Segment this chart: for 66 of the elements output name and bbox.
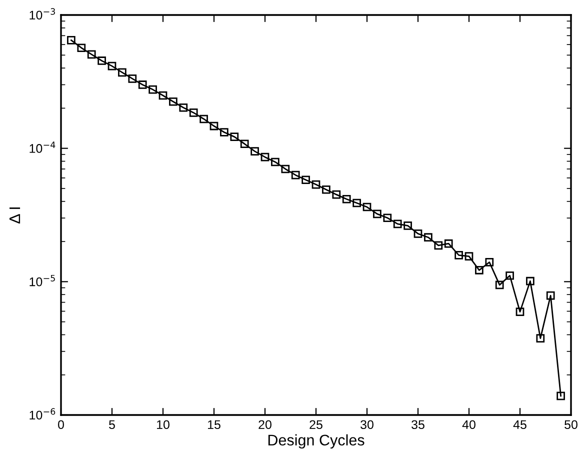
point bbox=[98, 56, 106, 65]
point bbox=[260, 152, 270, 162]
point bbox=[148, 85, 157, 94]
point bbox=[454, 251, 463, 260]
point bbox=[536, 334, 545, 342]
point bbox=[210, 122, 218, 130]
x-tick-label: 25 bbox=[310, 420, 322, 430]
point bbox=[138, 80, 147, 89]
point bbox=[77, 44, 86, 52]
point bbox=[495, 280, 504, 290]
point bbox=[352, 198, 361, 208]
point bbox=[322, 185, 330, 194]
point bbox=[464, 252, 474, 260]
point bbox=[220, 128, 228, 136]
point bbox=[240, 140, 249, 148]
point bbox=[444, 239, 453, 248]
point bbox=[516, 308, 524, 316]
point bbox=[281, 164, 290, 174]
point bbox=[393, 220, 402, 228]
x-tick-label: 5 bbox=[109, 420, 115, 430]
point bbox=[179, 103, 188, 112]
y-tick-label: 10$^{−6}$ bbox=[30, 408, 56, 420]
point bbox=[404, 222, 412, 230]
x-tick-label: 15 bbox=[208, 420, 220, 430]
point bbox=[128, 74, 137, 83]
point bbox=[87, 50, 96, 59]
y-tick-label: 10$^{−4}$ bbox=[30, 142, 56, 153]
point bbox=[118, 68, 126, 77]
point bbox=[250, 147, 259, 156]
point bbox=[414, 230, 422, 238]
point bbox=[312, 180, 320, 189]
point bbox=[158, 91, 168, 100]
x-tick-label: 20 bbox=[258, 420, 272, 430]
point bbox=[506, 271, 514, 280]
point bbox=[383, 214, 392, 222]
y-tick-label: 10$^{−5}$ bbox=[30, 274, 55, 286]
point bbox=[373, 210, 382, 218]
point bbox=[332, 190, 341, 199]
point bbox=[169, 97, 178, 106]
point bbox=[108, 62, 116, 70]
point bbox=[67, 36, 76, 44]
point bbox=[485, 258, 494, 266]
point bbox=[271, 158, 280, 166]
point bbox=[546, 291, 555, 300]
point bbox=[526, 276, 534, 286]
x-tick-label: 0 bbox=[58, 420, 64, 430]
point bbox=[424, 233, 432, 242]
y-axis-title: Δ I bbox=[10, 207, 20, 224]
x-axis-title: Design Cycles bbox=[268, 434, 364, 449]
x-tick-label: 50 bbox=[564, 420, 578, 430]
point bbox=[362, 202, 372, 212]
y-tick-label: 10$^{−3}$ bbox=[30, 8, 55, 20]
point bbox=[200, 114, 208, 124]
x-tick-label: 40 bbox=[462, 420, 476, 430]
point bbox=[189, 108, 198, 117]
point bbox=[434, 241, 443, 250]
x-tick-label: 45 bbox=[513, 420, 526, 430]
point bbox=[302, 176, 310, 184]
x-tick-label: 35 bbox=[412, 420, 424, 430]
point bbox=[556, 392, 565, 400]
x-tick-label: 10 bbox=[157, 420, 170, 430]
x-tick-label: 30 bbox=[360, 420, 374, 430]
point bbox=[475, 266, 484, 274]
point bbox=[230, 132, 239, 141]
point bbox=[291, 170, 300, 180]
point bbox=[342, 194, 351, 204]
